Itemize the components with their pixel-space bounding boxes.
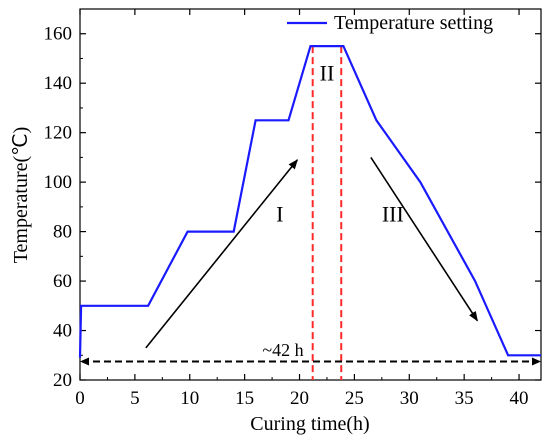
y-tick-label: 40 [53,321,72,342]
stage-label: I [276,202,283,227]
trend-arrow [145,159,298,349]
y-tick-label: 160 [44,24,73,45]
x-tick-label: 35 [455,388,474,409]
x-tick-label: 25 [345,388,364,409]
y-tick-labels: 20 40 60 80 100 120 140 160 [44,24,73,391]
trend-arrow [370,156,479,322]
temperature-setting-line [78,44,541,358]
stage-boundary-lines [311,46,343,380]
x-tick-label: 0 [75,388,85,409]
y-axis-title: Temperature(℃) [10,127,32,264]
y-tick-label: 80 [53,222,72,243]
duration-arrowhead-right [532,357,541,366]
y-tick-label: 100 [44,172,73,193]
trend-arrows [145,156,479,349]
x-tick-label: 10 [180,388,199,409]
y-tick-label: 20 [53,370,72,391]
legend: Temperature setting [287,12,493,34]
legend-label: Temperature setting [334,12,493,34]
x-tick-label: 20 [290,388,309,409]
duration-label: ~42 h [262,340,303,360]
x-tick-label: 30 [400,388,419,409]
series-lines [78,44,541,358]
x-tick-label: 40 [510,388,529,409]
plot-area-frame [79,8,542,381]
tick-marks [79,9,541,381]
x-axis-title: Curing time(h) [250,413,369,435]
duration-arrowhead-left [80,357,89,366]
y-tick-label: 60 [53,271,72,292]
duration-annotation: ~42 h [80,340,541,366]
x-tick-label: 5 [130,388,140,409]
x-tick-labels: 0 5 10 15 20 25 30 35 40 [75,388,528,409]
x-tick-label: 15 [235,388,254,409]
stage-label: III [382,202,404,227]
stage-label: II [320,61,335,86]
y-tick-label: 120 [44,123,73,144]
y-tick-label: 140 [44,73,73,94]
